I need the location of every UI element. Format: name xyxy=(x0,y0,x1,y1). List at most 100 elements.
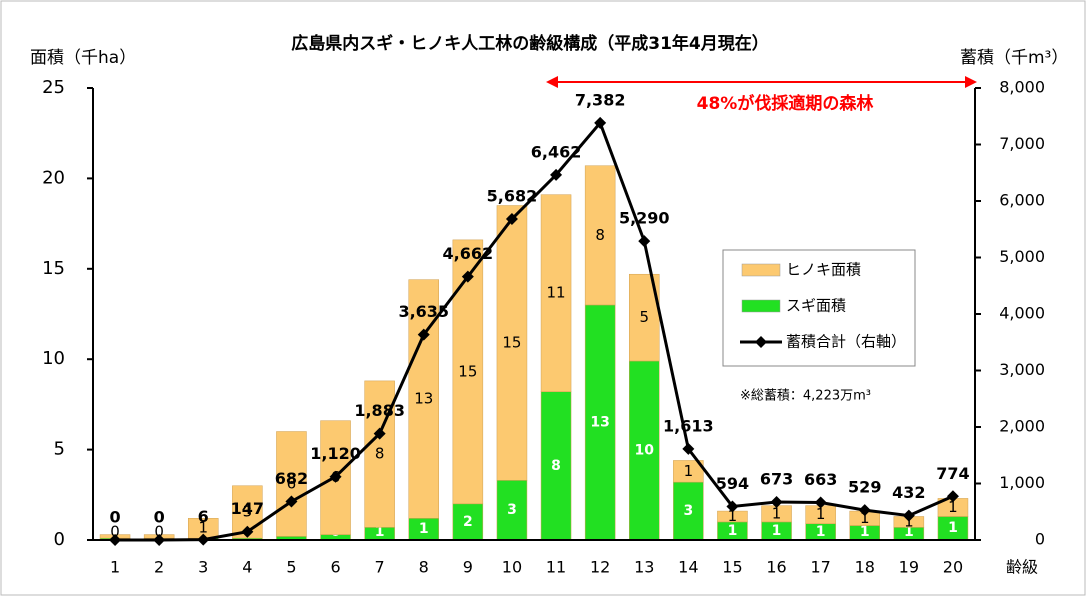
bar-value-label: 3 xyxy=(507,502,517,518)
line-value-label: 774 xyxy=(936,464,969,483)
x-tick-label: 12 xyxy=(590,558,610,577)
line-value-label: 7,382 xyxy=(575,90,626,109)
line-value-label: 1,120 xyxy=(310,444,361,463)
y2-tick-label: 5,000 xyxy=(999,247,1045,266)
bar-value-label: 8 xyxy=(551,458,561,474)
y-tick-label: 20 xyxy=(42,167,65,188)
line-marker xyxy=(285,495,298,508)
bar-value-label: 1 xyxy=(948,498,958,516)
bar-value-label: 1 xyxy=(904,524,914,540)
line-value-label: 0 xyxy=(154,508,165,527)
annotation: 48%が伐採適期の森林 xyxy=(697,93,874,114)
bar-value-label: 13 xyxy=(414,389,433,407)
x-tick-label: 2 xyxy=(154,558,164,577)
y2-tick-label: 7,000 xyxy=(999,134,1045,153)
x-tick-label: 15 xyxy=(722,558,742,577)
line-marker xyxy=(902,509,915,522)
x-tick-label: 6 xyxy=(330,558,340,577)
bar-value-label: 5 xyxy=(639,308,649,326)
y-tick-label: 10 xyxy=(42,348,65,369)
x-tick-label: 5 xyxy=(286,558,296,577)
note: ※総蓄積：4,223万m³ xyxy=(740,389,871,404)
bar-segment xyxy=(540,194,572,392)
y2-tick-label: 8,000 xyxy=(999,78,1045,97)
line-marker xyxy=(550,168,563,181)
bar-value-label: 1 xyxy=(728,523,738,539)
bar-segment xyxy=(364,380,395,528)
bar-value-label: 1 xyxy=(772,523,782,539)
x-tick-label: 16 xyxy=(766,558,786,577)
line-value-label: 6,462 xyxy=(531,142,582,161)
line xyxy=(115,119,954,542)
bar-segment xyxy=(452,503,484,541)
legend-swatch xyxy=(741,299,781,313)
arrow-head xyxy=(546,76,558,88)
bar-value-label: 11 xyxy=(547,284,566,302)
line-marker xyxy=(858,504,871,517)
legend-label: ヒノキ面積 xyxy=(786,261,861,279)
bar-value-label: 1 xyxy=(419,521,429,537)
line-value-label: 3,635 xyxy=(398,302,449,321)
bar-segment xyxy=(452,239,484,505)
x-tick-label: 7 xyxy=(375,558,385,577)
x-tick-label: 3 xyxy=(198,558,208,577)
bar-value-label: 1 xyxy=(684,462,694,480)
line-marker xyxy=(461,270,474,283)
bar-segment xyxy=(276,431,307,537)
bar-value-label: 1 xyxy=(375,524,385,540)
bar-value-label: 0 xyxy=(154,524,164,540)
y-axis-label: 面積（千ha） xyxy=(30,48,136,68)
line-marker xyxy=(197,533,210,546)
line-value-label: 4,662 xyxy=(443,244,494,263)
line-value-label: 1,883 xyxy=(354,401,405,420)
line-value-label: 432 xyxy=(892,483,925,502)
legend-swatch xyxy=(741,263,781,277)
bar-value-label: 0 xyxy=(110,523,120,541)
bar-value-label: 6 xyxy=(287,474,297,492)
line-marker xyxy=(770,495,783,508)
line-value-label: 663 xyxy=(804,470,837,489)
line-marker xyxy=(638,235,651,248)
bar-value-label: 0 xyxy=(154,523,164,541)
line-value-label: 6 xyxy=(198,507,209,526)
line-marker xyxy=(417,328,430,341)
x-axis-label: 齢級 xyxy=(1006,558,1038,577)
bar-value-label: 1 xyxy=(198,519,208,537)
bar-value-label: 15 xyxy=(458,362,477,380)
y-tick-label: 15 xyxy=(42,258,65,279)
line-marker xyxy=(726,500,739,513)
line-marker xyxy=(814,496,827,509)
line-value-label: 529 xyxy=(848,478,881,497)
bar-value-label: 3 xyxy=(683,503,693,519)
bar-value-label: 1 xyxy=(860,509,870,527)
bar-value-label: 15 xyxy=(502,333,521,351)
bar-segment xyxy=(496,205,528,481)
legend-label: スギ面積 xyxy=(786,297,846,315)
x-tick-label: 9 xyxy=(463,558,473,577)
line-value-label: 673 xyxy=(760,469,793,488)
line-marker xyxy=(329,470,342,483)
x-tick-label: 20 xyxy=(943,558,963,577)
line-value-label: 682 xyxy=(275,469,308,488)
bar-value-label: 3 xyxy=(243,502,253,520)
line-marker xyxy=(373,427,386,440)
bar-value-label: 1 xyxy=(948,520,958,536)
line-value-label: 594 xyxy=(716,474,749,493)
y2-tick-label: 0 xyxy=(1035,530,1045,549)
bar-value-label: 1 xyxy=(816,524,826,540)
arrow-head xyxy=(965,76,977,88)
line-value-label: 147 xyxy=(231,499,264,518)
line-marker xyxy=(109,534,122,546)
line-marker xyxy=(241,525,254,538)
annotation-arrow xyxy=(546,76,977,88)
line-marker xyxy=(594,116,607,129)
x-tick-label: 8 xyxy=(419,558,429,577)
x-tick-label: 1 xyxy=(110,558,120,577)
line-value-label: 0 xyxy=(109,508,120,527)
bar-value-label: 1 xyxy=(860,524,870,540)
x-tick-label: 13 xyxy=(634,558,654,577)
legend-swatch xyxy=(755,336,767,348)
x-tick-label: 4 xyxy=(242,558,252,577)
line-value-label: 5,290 xyxy=(619,209,670,228)
